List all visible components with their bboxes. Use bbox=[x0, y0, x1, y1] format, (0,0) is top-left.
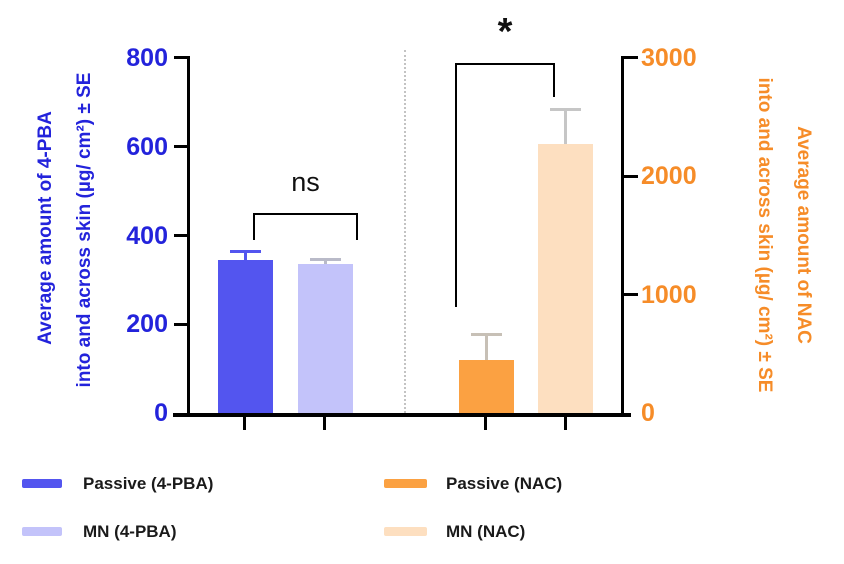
left-y-axis-tick-600 bbox=[174, 145, 188, 148]
bar-rect bbox=[538, 144, 593, 413]
ns-bracket-left-arm bbox=[253, 213, 255, 240]
group-separator-dotted-line bbox=[404, 50, 406, 413]
left-y-axis-tick-800 bbox=[174, 56, 190, 59]
left-axis-title-line1: Average amount of 4-PBA bbox=[35, 111, 56, 345]
left-tick-label-400: 400 bbox=[126, 222, 168, 250]
right-tick-label-1000: 1000 bbox=[641, 281, 697, 309]
error-bar-cap bbox=[230, 250, 261, 254]
legend-label-mn-4pba: MN (4-PBA) bbox=[83, 522, 177, 541]
left-y-axis-tick-400 bbox=[174, 234, 188, 237]
error-bar-cap bbox=[310, 257, 341, 261]
right-tick-label-2000: 2000 bbox=[641, 162, 697, 190]
legend-swatch-mn-nac bbox=[384, 527, 427, 536]
legend-swatch-passive-4pba bbox=[22, 479, 62, 488]
right-y-axis-line bbox=[621, 56, 624, 417]
error-bar-cap bbox=[471, 333, 502, 337]
right-y-axis-tick-1000 bbox=[624, 293, 638, 296]
bar-mn-4pba bbox=[298, 58, 353, 413]
error-bar-stem bbox=[564, 111, 567, 145]
left-y-axis-line bbox=[187, 56, 190, 417]
bar-rect bbox=[218, 259, 273, 413]
x-axis-line bbox=[173, 413, 631, 417]
left-tick-label-0: 0 bbox=[154, 399, 168, 427]
x-tick-1 bbox=[243, 417, 246, 430]
x-tick-2 bbox=[323, 417, 326, 430]
right-tick-label-3000: 3000 bbox=[641, 44, 697, 72]
bar-passive-nac bbox=[459, 58, 514, 413]
left-axis-title-line2: into and across skin (µg/ cm²) ± SE bbox=[74, 72, 95, 388]
right-y-axis-tick-3000 bbox=[621, 56, 638, 59]
legend-label-mn-nac: MN (NAC) bbox=[446, 522, 526, 541]
left-tick-label-800: 800 bbox=[126, 44, 168, 72]
error-bar-stem bbox=[485, 336, 488, 360]
legend-swatch-passive-nac bbox=[384, 479, 427, 488]
ns-bracket-right-arm bbox=[356, 213, 358, 240]
right-axis-title-line1: Average amount of NAC bbox=[793, 126, 814, 344]
error-bar-cap bbox=[550, 108, 581, 112]
bar-mn-nac bbox=[538, 58, 593, 413]
bar-passive-4pba bbox=[218, 58, 273, 413]
star-bracket-left-arm bbox=[455, 63, 457, 307]
x-tick-4 bbox=[564, 417, 567, 430]
error-bar-stem bbox=[324, 260, 327, 265]
star-bracket-horizontal bbox=[455, 63, 555, 65]
left-y-axis-tick-200 bbox=[174, 323, 188, 326]
legend-swatch-mn-4pba bbox=[22, 527, 62, 536]
star-significance-label: * bbox=[497, 11, 513, 53]
legend-label-passive-nac: Passive (NAC) bbox=[446, 474, 563, 493]
star-bracket-right-arm bbox=[553, 63, 555, 97]
x-tick-3 bbox=[484, 417, 487, 430]
error-bar-stem bbox=[244, 253, 247, 260]
bar-rect bbox=[459, 359, 514, 413]
right-axis-title-line2: into and across skin (µg/ cm²) ± SE bbox=[754, 77, 775, 393]
ns-bracket-horizontal bbox=[253, 213, 358, 215]
right-tick-label-0: 0 bbox=[641, 399, 655, 427]
left-tick-label-600: 600 bbox=[126, 133, 168, 161]
left-tick-label-200: 200 bbox=[126, 310, 168, 338]
bar-rect bbox=[298, 264, 353, 413]
legend-label-passive-4pba: Passive (4-PBA) bbox=[83, 474, 214, 493]
right-y-axis-tick-2000 bbox=[624, 175, 638, 178]
ns-significance-label: ns bbox=[291, 167, 320, 197]
